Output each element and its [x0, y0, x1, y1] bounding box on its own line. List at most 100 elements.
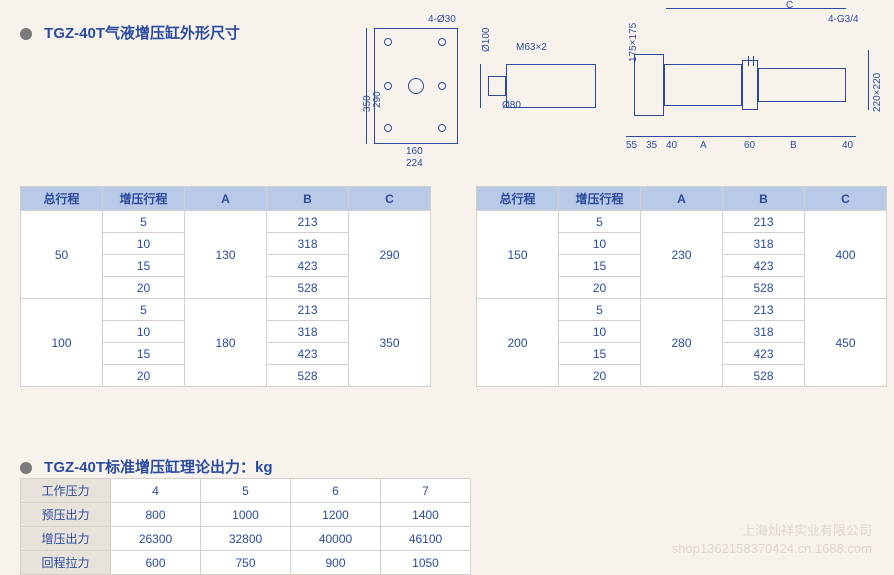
cell: 10 — [103, 321, 185, 343]
cell: 1200 — [291, 503, 381, 527]
label-60: 60 — [744, 140, 755, 151]
cell: 423 — [723, 255, 805, 277]
watermark: 上海灿祥实业有限公司 shop1362158370424.cn.1688.com — [672, 522, 872, 558]
col-total: 总行程 — [21, 187, 103, 211]
cell: 318 — [267, 233, 349, 255]
cell: 600 — [111, 551, 201, 575]
table-row: 50 5 130 213 290 — [21, 211, 431, 233]
cell: 423 — [723, 343, 805, 365]
cell: 1050 — [381, 551, 471, 575]
rowhead: 工作压力 — [21, 479, 111, 503]
force-table: 工作压力 4 5 6 7 预压出力 800 1000 1200 1400 增压出… — [20, 478, 471, 575]
label-160: 160 — [406, 146, 423, 157]
label-290: 290 — [372, 91, 383, 108]
label-220: 220×220 — [872, 73, 883, 112]
table-header-row: 总行程 增压行程 A B C — [21, 187, 431, 211]
cell-C: 350 — [349, 299, 431, 387]
cell: 6 — [291, 479, 381, 503]
cell: 1000 — [201, 503, 291, 527]
engineering-diagram: 4-Ø30 M63×2 Ø100 Ø80 350 290 160 224 4-G… — [366, 0, 886, 170]
cell: 528 — [267, 365, 349, 387]
col-A: A — [185, 187, 267, 211]
table-row: 150 5 230 213 400 — [477, 211, 887, 233]
cell-total: 200 — [477, 299, 559, 387]
label-175: 175×175 — [628, 23, 639, 62]
cell: 20 — [103, 365, 185, 387]
table-row: 200 5 280 213 450 — [477, 299, 887, 321]
label-B: B — [790, 140, 797, 151]
table-row: 100 5 180 213 350 — [21, 299, 431, 321]
cell: 15 — [559, 255, 641, 277]
label-d80: Ø80 — [502, 100, 521, 111]
cell: 20 — [103, 277, 185, 299]
cell: 5 — [103, 299, 185, 321]
label-d100: Ø100 — [481, 28, 492, 52]
cell-A: 230 — [641, 211, 723, 299]
cell: 528 — [723, 365, 805, 387]
title2-text: TGZ-40T标准增压缸理论出力：kg — [44, 459, 272, 476]
cell-A: 180 — [185, 299, 267, 387]
cell: 213 — [267, 299, 349, 321]
cell: 15 — [559, 343, 641, 365]
col-C: C — [805, 187, 887, 211]
cell: 318 — [267, 321, 349, 343]
cell: 4 — [111, 479, 201, 503]
cell: 5 — [201, 479, 291, 503]
cell: 46100 — [381, 527, 471, 551]
cell: 1400 — [381, 503, 471, 527]
bullet-icon — [20, 28, 32, 40]
col-press: 增压行程 — [559, 187, 641, 211]
cell: 15 — [103, 255, 185, 277]
cell: 900 — [291, 551, 381, 575]
table-row: 预压出力 800 1000 1200 1400 — [21, 503, 471, 527]
watermark-line1: 上海灿祥实业有限公司 — [672, 522, 872, 540]
bullet-icon — [20, 462, 32, 474]
label-A: A — [700, 140, 707, 151]
cell-C: 450 — [805, 299, 887, 387]
cell: 318 — [723, 233, 805, 255]
cell: 213 — [723, 299, 805, 321]
section-title-dimensions: TGZ-40T气液增压缸外形尺寸 — [20, 22, 240, 43]
col-total: 总行程 — [477, 187, 559, 211]
cell: 750 — [201, 551, 291, 575]
label-g34: 4-G3/4 — [828, 14, 859, 25]
dimension-table-left: 总行程 增压行程 A B C 50 5 130 213 290 10 318 15… — [20, 186, 431, 387]
table-row: 增压出力 26300 32800 40000 46100 — [21, 527, 471, 551]
rowhead: 增压出力 — [21, 527, 111, 551]
cell: 423 — [267, 343, 349, 365]
label-55: 55 — [626, 140, 637, 151]
cell: 32800 — [201, 527, 291, 551]
label-40a: 40 — [666, 140, 677, 151]
dimension-table-right: 总行程 增压行程 A B C 150 5 230 213 400 10 318 1… — [476, 186, 887, 387]
cell-A: 280 — [641, 299, 723, 387]
cell: 528 — [723, 277, 805, 299]
col-B: B — [267, 187, 349, 211]
cell: 318 — [723, 321, 805, 343]
cell: 15 — [103, 343, 185, 365]
cell-total: 150 — [477, 211, 559, 299]
cell-total: 50 — [21, 211, 103, 299]
cell: 10 — [559, 321, 641, 343]
cell: 5 — [559, 299, 641, 321]
label-35: 35 — [646, 140, 657, 151]
table-header-row: 总行程 增压行程 A B C — [477, 187, 887, 211]
cell: 800 — [111, 503, 201, 527]
cell: 40000 — [291, 527, 381, 551]
rowhead: 预压出力 — [21, 503, 111, 527]
col-C: C — [349, 187, 431, 211]
cell: 20 — [559, 365, 641, 387]
cell-C: 290 — [349, 211, 431, 299]
cell: 213 — [267, 211, 349, 233]
table-row: 回程拉力 600 750 900 1050 — [21, 551, 471, 575]
cell-C: 400 — [805, 211, 887, 299]
cell-total: 100 — [21, 299, 103, 387]
cell: 423 — [267, 255, 349, 277]
cell: 213 — [723, 211, 805, 233]
label-224: 224 — [406, 158, 423, 169]
cell-A: 130 — [185, 211, 267, 299]
cell: 528 — [267, 277, 349, 299]
label-40b: 40 — [842, 140, 853, 151]
section-title-force: TGZ-40T标准增压缸理论出力：kg — [20, 456, 273, 477]
cell: 20 — [559, 277, 641, 299]
label-C: C — [786, 0, 793, 11]
